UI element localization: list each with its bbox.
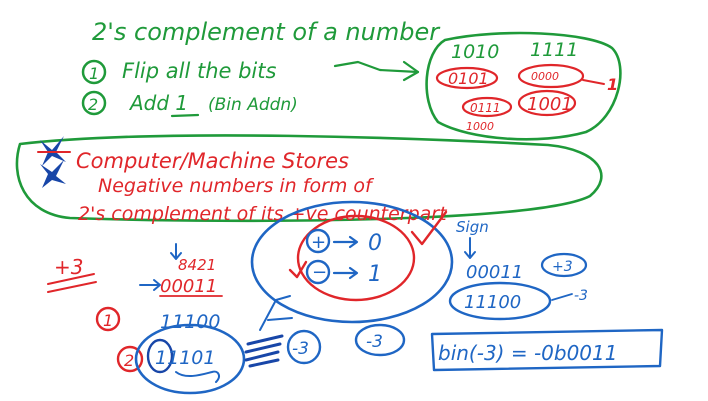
- scribble: [175, 370, 220, 383]
- example-a: 1010: [451, 41, 499, 63]
- step2-note: (Bin Addn): [208, 95, 298, 115]
- example-c-result: 1000: [466, 120, 494, 133]
- flipped: 11100: [160, 311, 220, 333]
- plus-symbol: +: [311, 232, 326, 253]
- minus-circle-icon: [305, 259, 331, 285]
- example-a-flipped: 0101: [448, 69, 489, 88]
- neg3-a: -3: [292, 339, 309, 359]
- bin-expr: bin(-3) = -0b0011: [438, 341, 617, 365]
- minus-symbol: −: [312, 262, 327, 283]
- result: 11101: [155, 347, 215, 369]
- pos-label-oval: [540, 252, 588, 278]
- note-boundary: [15, 134, 603, 223]
- example-c-flipped: 0111: [470, 101, 501, 115]
- sign-bit-highlight: [146, 338, 174, 374]
- scribble: [244, 334, 284, 368]
- neg3-b: -3: [366, 332, 383, 352]
- sign-bit-block: + 0 − 1 Sign: [250, 200, 489, 324]
- flip-marker: 1: [103, 311, 113, 330]
- sign-inner-oval: [296, 214, 416, 302]
- scribble: [259, 295, 293, 331]
- add-marker-circle-icon: [116, 345, 144, 373]
- underline: [47, 273, 97, 293]
- neg-binary: 11100: [464, 292, 521, 313]
- pos-binary: 00011: [466, 262, 523, 283]
- arrow-right-icon: [332, 266, 359, 280]
- step1-text: Flip all the bits: [122, 59, 277, 83]
- note-line3: 2's complement of its +ve counterpart: [78, 203, 448, 225]
- note-block: Computer/Machine Stores Negative numbers…: [15, 134, 603, 225]
- arrow-right-icon: [332, 235, 359, 249]
- neg-label: -3: [574, 288, 588, 304]
- neg-binary-oval: [448, 281, 552, 321]
- pos-label: +3: [552, 259, 573, 275]
- step2-marker: 2: [88, 95, 98, 114]
- arrow-down-icon: [170, 243, 182, 260]
- plus-one-arrow: [582, 79, 605, 85]
- step2-circle-icon: [81, 90, 107, 116]
- add-marker: 2: [124, 351, 134, 370]
- star-icon-2: [40, 160, 66, 188]
- worked-example: +3 8421 00011 1 11100 2 11101 -3 -3: [47, 243, 406, 395]
- value-label: +3: [54, 255, 83, 279]
- example-b-flipped: 0000: [531, 70, 559, 83]
- minus-value: 1: [368, 262, 382, 287]
- right-example: 00011 +3 11100 -3 bin(-3) = -0b0011: [430, 252, 664, 372]
- step2-text: Add 1: [128, 91, 188, 115]
- check-icon: [288, 260, 308, 279]
- example-b: 1111: [530, 39, 578, 61]
- heading-block: 2's complement of a number 1 Flip all th…: [81, 18, 441, 118]
- binary: 00011: [160, 276, 217, 297]
- arrow-right-icon: [139, 279, 161, 291]
- heading-title: 2's complement of a number: [92, 18, 441, 46]
- weights: 8421: [178, 256, 216, 274]
- neg3-circle-a: [286, 329, 322, 365]
- step1-circle-icon: [81, 59, 107, 85]
- plus-one: 1: [607, 75, 618, 94]
- check-icon: [410, 210, 448, 246]
- neg3-circle-b: [354, 323, 406, 357]
- sign-outer-oval: [250, 200, 454, 324]
- sign-label: Sign: [456, 218, 489, 236]
- example-oval: [425, 31, 622, 141]
- example-a-flipped-oval: [435, 66, 499, 90]
- example-b-flipped-oval: [517, 63, 585, 89]
- step1-marker: 1: [89, 64, 99, 83]
- underline: [170, 113, 200, 118]
- bin-expr-box: [430, 328, 664, 372]
- plus-circle-icon: [305, 228, 331, 254]
- arrow-down-icon: [464, 237, 476, 259]
- flip-marker-circle-icon: [95, 306, 121, 332]
- arrow-head-icon: [402, 60, 420, 82]
- example-b-result: 1001: [527, 94, 573, 115]
- note-line1: Computer/Machine Stores: [76, 149, 349, 173]
- note-line2: Negative numbers in form of: [98, 175, 375, 197]
- example-b-result-oval: [517, 89, 577, 117]
- flip-example: 1010 1111 0101 0000 1 0111 1000 1001: [425, 31, 622, 141]
- step1-arrow: [333, 60, 420, 74]
- plus-value: 0: [368, 231, 382, 256]
- example-c-oval: [461, 96, 513, 118]
- result-oval: [134, 323, 246, 395]
- pointer-line: [551, 293, 573, 301]
